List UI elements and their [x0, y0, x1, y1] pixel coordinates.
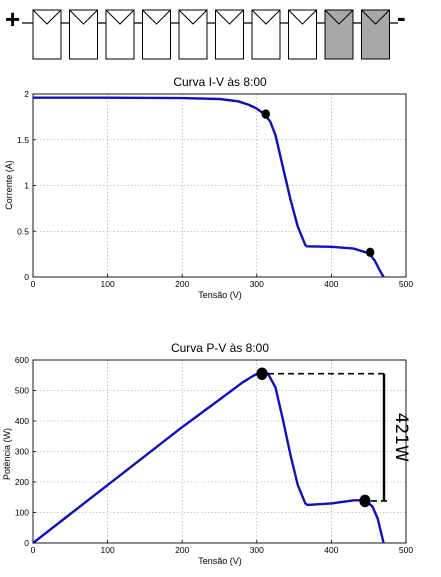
power-difference-label: 421W [391, 413, 411, 462]
iv-y-tick-label: 2 [24, 89, 29, 99]
pv-module-6-diode-symbol [215, 9, 244, 25]
iv-x-tick-label: 0 [31, 279, 36, 289]
pv-module-3 [105, 9, 135, 60]
pv-module-1-diode-symbol [32, 9, 62, 25]
iv-marker-2 [365, 247, 375, 257]
pv-marker-2 [359, 494, 371, 508]
pv-module-10 [361, 9, 390, 60]
pv-module-8-diode-symbol [288, 9, 317, 25]
pv-module-4 [142, 9, 171, 60]
pv-module-10-diode-symbol [361, 9, 390, 25]
pv-marker-1 [256, 367, 268, 380]
pv-module-8 [288, 9, 317, 60]
iv-y-tick-label: 1.5 [17, 135, 29, 145]
pv-y-tick-label: 100 [15, 508, 29, 518]
pv-y-tick-label: 200 [15, 477, 29, 487]
pv-string-diagram: + - [5, 2, 406, 60]
pv-x-axis-label: Tensão (V) [198, 556, 242, 566]
pv-module-7-diode-symbol [251, 9, 281, 25]
pv-module-3-diode-symbol [105, 9, 135, 25]
pv-modules [32, 9, 390, 60]
iv-y-tick-label: 0.5 [17, 226, 29, 236]
pv-x-tick-label: 400 [324, 545, 338, 555]
pv-module-7 [251, 9, 281, 60]
pv-y-tick-label: 0 [24, 538, 29, 548]
iv-x-axis-label: Tensão (V) [198, 290, 242, 300]
iv-x-tick-label: 400 [324, 279, 338, 289]
iv-marker-1 [261, 109, 270, 119]
pv-x-tick-label: 0 [31, 545, 36, 555]
pv-x-tick-label: 200 [175, 545, 189, 555]
pv-y-tick-label: 500 [15, 386, 29, 396]
iv-x-tick-label: 100 [101, 279, 115, 289]
iv-series-line [33, 96, 385, 278]
iv-axes-frame [32, 93, 407, 278]
pv-module-1 [32, 9, 62, 60]
pv-x-tick-label: 100 [101, 545, 115, 555]
iv-y-tick-label: 0 [24, 272, 29, 282]
iv-chart-title: Curva I-V às 8:00 [173, 75, 267, 89]
pv-module-5 [178, 9, 208, 60]
minus-sign: - [397, 2, 406, 32]
pv-module-2-diode-symbol [69, 9, 98, 25]
pv-y-tick-label: 600 [15, 355, 29, 365]
pv-module-9-diode-symbol [324, 9, 354, 25]
pv-y-tick-label: 400 [15, 416, 29, 426]
pv-module-4-diode-symbol [142, 9, 171, 25]
pv-x-tick-label: 300 [250, 545, 264, 555]
iv-x-tick-label: 200 [175, 279, 189, 289]
pv-y-axis-label: Potência (W) [2, 428, 12, 480]
iv-x-tick-label: 300 [250, 279, 264, 289]
pv-module-9 [324, 9, 354, 60]
pv-chart-title: Curva P-V às 8:00 [171, 341, 269, 355]
plus-sign: + [5, 4, 20, 34]
iv-x-tick-label: 500 [399, 279, 413, 289]
iv-y-tick-label: 1 [24, 181, 29, 191]
pv-x-tick-label: 500 [399, 545, 413, 555]
iv-curve-chart: Curva I-V às 8:00 Tensão (V) Corrente (A… [4, 75, 413, 300]
iv-y-axis-label: Corrente (A) [4, 160, 14, 210]
pv-curve-chart: Curva P-V às 8:00 Tensão (V) Potência (W… [2, 341, 413, 566]
pv-module-5-diode-symbol [178, 9, 208, 25]
pv-y-tick-label: 300 [15, 447, 29, 457]
pv-module-6 [215, 9, 244, 60]
pv-axes-frame [32, 359, 407, 544]
pv-module-2 [69, 9, 98, 60]
